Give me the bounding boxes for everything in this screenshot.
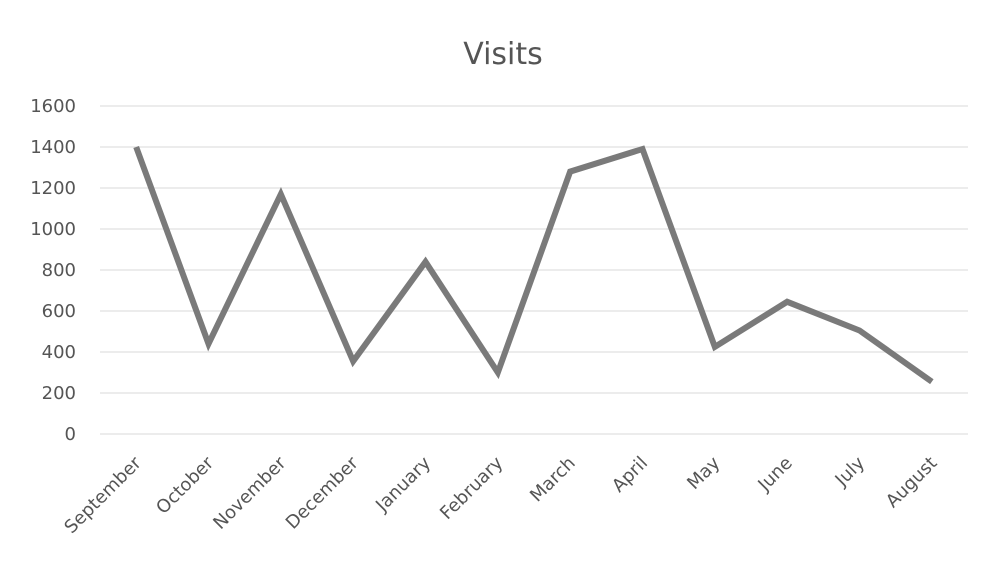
y-tick-label: 1000 [30,219,76,240]
y-tick-label: 200 [42,383,76,404]
x-category-label: October [152,452,218,518]
chart-title: Visits [463,37,543,72]
x-category-label: March [526,453,580,507]
x-category-label: June [753,453,796,496]
y-tick-label: 1400 [30,137,76,158]
y-tick-label: 1200 [30,178,76,199]
y-axis-tick-labels: 0 200 400 600 800 1000 1200 1400 1600 [30,96,76,445]
y-tick-label: 600 [42,301,76,322]
x-category-label: April [608,453,652,497]
x-category-label: May [683,452,724,493]
series-layer [133,145,934,385]
y-tick-label: 400 [42,342,76,363]
y-tick-label: 1600 [30,96,76,117]
y-tick-label: 800 [42,260,76,281]
x-category-label: February [436,452,507,523]
x-category-label: November [209,452,290,533]
x-category-label: January [371,452,435,516]
x-category-label: August [882,453,941,512]
x-category-label: July [831,452,870,491]
x-category-label: December [282,452,363,533]
series-line [133,145,934,385]
x-category-label: September [60,452,146,538]
y-tick-label: 0 [65,424,76,445]
